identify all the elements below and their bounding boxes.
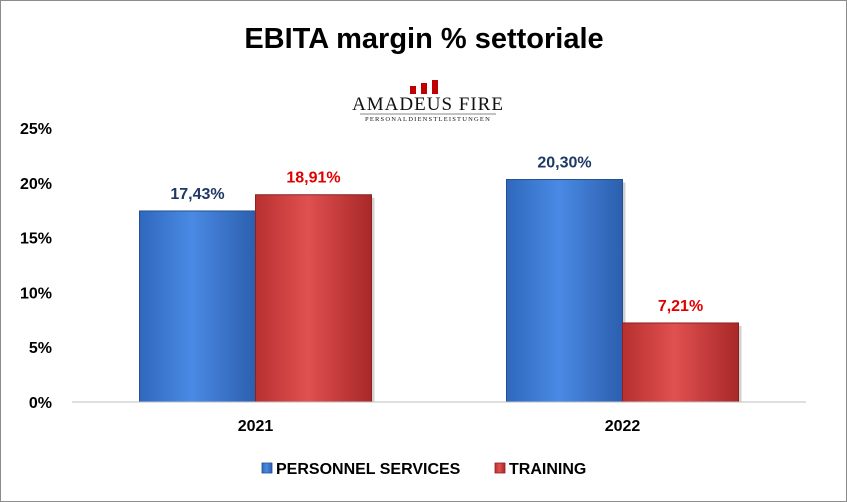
- legend-label: PERSONNEL SERVICES: [276, 461, 461, 478]
- bar-personnel-services-2022: [506, 179, 623, 403]
- y-tick-label: 0%: [29, 395, 52, 412]
- legend: PERSONNEL SERVICES TRAINING: [261, 461, 586, 478]
- amadeus-fire-logo: AMADEUS FIRE PERSONALDIENSTLEISTUNGEN: [352, 80, 504, 123]
- bar-personnel-services-2021: [139, 210, 256, 403]
- y-axis: 0% 5% 10% 15% 20% 25%: [20, 121, 52, 412]
- bars: [139, 179, 742, 403]
- bar-training-2021: [255, 194, 372, 403]
- x-category-label: 2022: [605, 418, 641, 435]
- chart-title: EBITA margin % settoriale: [244, 23, 603, 55]
- legend-swatch: [494, 462, 506, 474]
- logo-subtitle: PERSONALDIENSTLEISTUNGEN: [365, 116, 491, 123]
- data-label: 20,30%: [537, 155, 591, 172]
- y-tick-label: 10%: [20, 285, 52, 302]
- y-tick-label: 15%: [20, 231, 52, 248]
- y-tick-label: 5%: [29, 340, 52, 357]
- x-category-label: 2021: [238, 418, 274, 435]
- data-label: 18,91%: [286, 170, 340, 187]
- bar-training-2022: [622, 322, 739, 403]
- data-label: 7,21%: [658, 298, 703, 315]
- logo-name: AMADEUS FIRE: [352, 94, 504, 115]
- x-axis: 2021 2022: [72, 401, 806, 435]
- y-tick-label: 25%: [20, 121, 52, 138]
- legend-label: TRAINING: [509, 461, 586, 478]
- y-tick-label: 20%: [20, 176, 52, 193]
- data-label: 17,43%: [170, 186, 224, 203]
- legend-swatch: [261, 462, 273, 474]
- data-labels: 17,43% 18,91% 20,30% 7,21%: [170, 155, 703, 315]
